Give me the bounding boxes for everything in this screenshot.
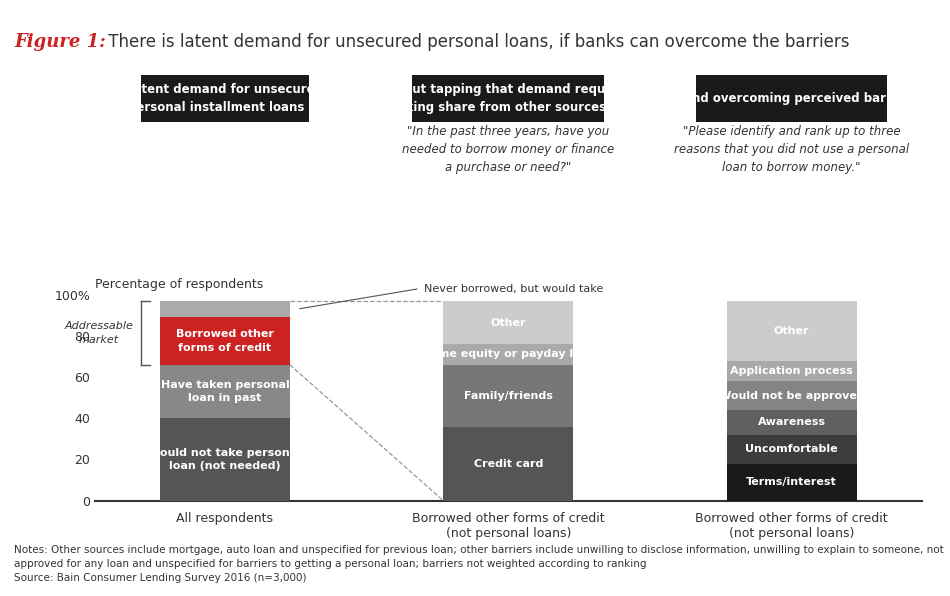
Text: Have taken personal
loan in past: Have taken personal loan in past [161,380,289,403]
Text: Home equity or payday loan: Home equity or payday loan [421,349,596,359]
Bar [160,301,290,318]
Text: There is latent demand for unsecured personal loans, if banks can overcome the b: There is latent demand for unsecured per… [103,33,849,51]
Bar [727,381,857,410]
Bar [444,301,573,344]
Bar [444,365,573,427]
Text: Would not take personal
loan (not needed): Would not take personal loan (not needed… [148,448,301,471]
Text: ... but tapping that demand requires
taking share from other sources ...: ... but tapping that demand requires tak… [387,83,630,114]
Bar [444,344,573,365]
Bar [160,365,290,418]
Text: ... and overcoming perceived barriers: ... and overcoming perceived barriers [666,92,917,105]
Text: Awareness: Awareness [757,417,826,427]
Bar [160,318,290,365]
Text: Other: Other [490,318,526,328]
Bar [727,361,857,381]
Text: Uncomfortable: Uncomfortable [746,444,838,454]
Text: Percentage of respondents: Percentage of respondents [95,278,263,291]
Text: Family/friends: Family/friends [464,390,553,401]
Text: Borrowed other
forms of credit: Borrowed other forms of credit [176,330,274,353]
Bar [727,301,857,361]
Text: Credit card: Credit card [473,458,543,468]
Text: Latent demand for unsecured
personal installment loans ...: Latent demand for unsecured personal ins… [126,83,323,114]
Text: "Please identify and rank up to three
reasons that you did not use a personal
lo: "Please identify and rank up to three re… [674,125,909,174]
Text: Addressable
market: Addressable market [64,321,133,345]
Text: Notes: Other sources include mortgage, auto loan and unspecified for previous lo: Notes: Other sources include mortgage, a… [14,545,944,583]
Bar [727,434,857,464]
Text: Terms/interest: Terms/interest [747,477,837,487]
Bar [444,427,573,501]
Bar [160,418,290,501]
Text: Would not be approved: Would not be approved [719,390,864,401]
Text: "In the past three years, have you
needed to borrow money or finance
a purchase : "In the past three years, have you neede… [402,125,615,174]
FancyBboxPatch shape [695,74,887,122]
Text: Other: Other [774,326,809,336]
FancyBboxPatch shape [412,74,604,122]
Bar [727,410,857,434]
Text: Never borrowed, but would take: Never borrowed, but would take [425,284,603,294]
Bar [727,464,857,501]
FancyBboxPatch shape [141,74,309,122]
Text: Application process: Application process [731,366,853,376]
Text: Figure 1:: Figure 1: [14,33,106,51]
